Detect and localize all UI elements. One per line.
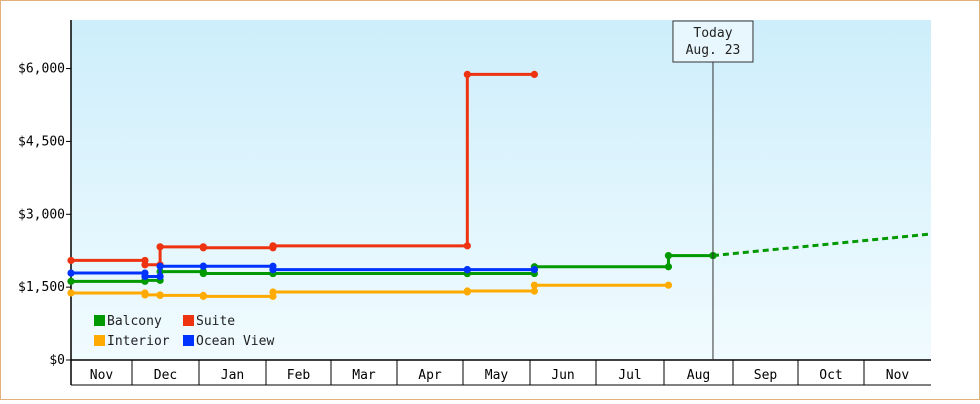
series-layer xyxy=(67,70,929,300)
legend-item-balcony: Balcony xyxy=(94,314,162,329)
plot-area xyxy=(71,20,931,360)
plot-background xyxy=(71,20,931,360)
x-month-label: Jun xyxy=(551,368,574,383)
data-point xyxy=(269,288,277,296)
y-tick-label: $3,000 xyxy=(18,207,65,222)
x-month-label: Oct xyxy=(819,368,842,383)
data-point xyxy=(463,287,471,295)
data-point xyxy=(199,262,207,270)
x-month-label: Aug xyxy=(687,368,710,383)
today-marker: Today Aug. 23 xyxy=(672,20,754,360)
data-point xyxy=(156,243,164,251)
x-month-label: Jan xyxy=(221,368,244,383)
x-month-label: Dec xyxy=(154,368,177,383)
data-point xyxy=(530,266,539,274)
x-month-label: May xyxy=(485,368,509,383)
data-point xyxy=(463,266,471,274)
data-point xyxy=(199,269,207,278)
data-point xyxy=(67,289,75,297)
data-point xyxy=(463,70,471,78)
legend-label: Ocean View xyxy=(196,334,274,349)
data-point xyxy=(664,263,673,271)
data-point xyxy=(269,266,277,274)
x-month-label: Mar xyxy=(352,368,376,383)
legend: Balcony Suite Interior Ocean View xyxy=(94,314,274,349)
data-point xyxy=(530,70,539,78)
legend-item-ocean-view: Ocean View xyxy=(183,334,274,349)
y-tick-label: $0 xyxy=(49,353,65,368)
data-point xyxy=(141,261,149,269)
x-month-label: Jul xyxy=(618,368,641,383)
today-label: Today xyxy=(693,26,732,41)
data-point xyxy=(67,269,75,277)
x-month-label: Nov xyxy=(90,368,114,383)
data-point xyxy=(664,251,673,260)
data-point xyxy=(141,272,149,281)
data-point xyxy=(463,242,471,250)
data-point xyxy=(269,242,277,250)
data-point xyxy=(530,281,539,289)
data-point xyxy=(156,272,164,281)
legend-label: Suite xyxy=(196,314,235,329)
x-month-label: Apr xyxy=(418,368,442,383)
x-month-label: Sep xyxy=(754,368,778,383)
series-ocean-view xyxy=(67,262,539,281)
data-point xyxy=(141,291,149,299)
projection-line xyxy=(712,232,929,258)
y-tick-label: $6,000 xyxy=(18,62,65,77)
legend-label: Balcony xyxy=(107,314,162,329)
series-interior xyxy=(67,281,673,300)
legend-swatch xyxy=(94,335,105,346)
y-tick-label: $1,500 xyxy=(18,280,65,295)
legend-label: Interior xyxy=(107,334,170,349)
data-point xyxy=(530,287,539,295)
legend-swatch xyxy=(94,315,105,326)
y-axis: $0 $1,500 $3,000 $4,500 $6,000 xyxy=(18,20,72,385)
legend-swatch xyxy=(183,315,194,326)
legend-item-interior: Interior xyxy=(94,334,170,349)
data-point xyxy=(156,262,164,270)
y-tick-label: $4,500 xyxy=(18,134,65,149)
series-balcony xyxy=(67,232,929,285)
data-point xyxy=(199,244,207,252)
x-month-label: Nov xyxy=(886,368,910,383)
data-point xyxy=(156,291,164,299)
legend-item-suite: Suite xyxy=(183,314,235,329)
data-point xyxy=(67,256,75,265)
data-point xyxy=(67,277,75,285)
series-suite xyxy=(67,70,539,269)
x-month-label: Feb xyxy=(287,368,311,383)
legend-swatch xyxy=(183,335,194,346)
data-point xyxy=(664,281,673,289)
today-date: Aug. 23 xyxy=(686,43,741,58)
x-axis: Nov Dec Jan Feb Mar Apr May Jun Jul Aug Sep Oct Nov xyxy=(71,359,931,386)
today-box xyxy=(672,20,754,63)
data-point xyxy=(199,292,207,300)
